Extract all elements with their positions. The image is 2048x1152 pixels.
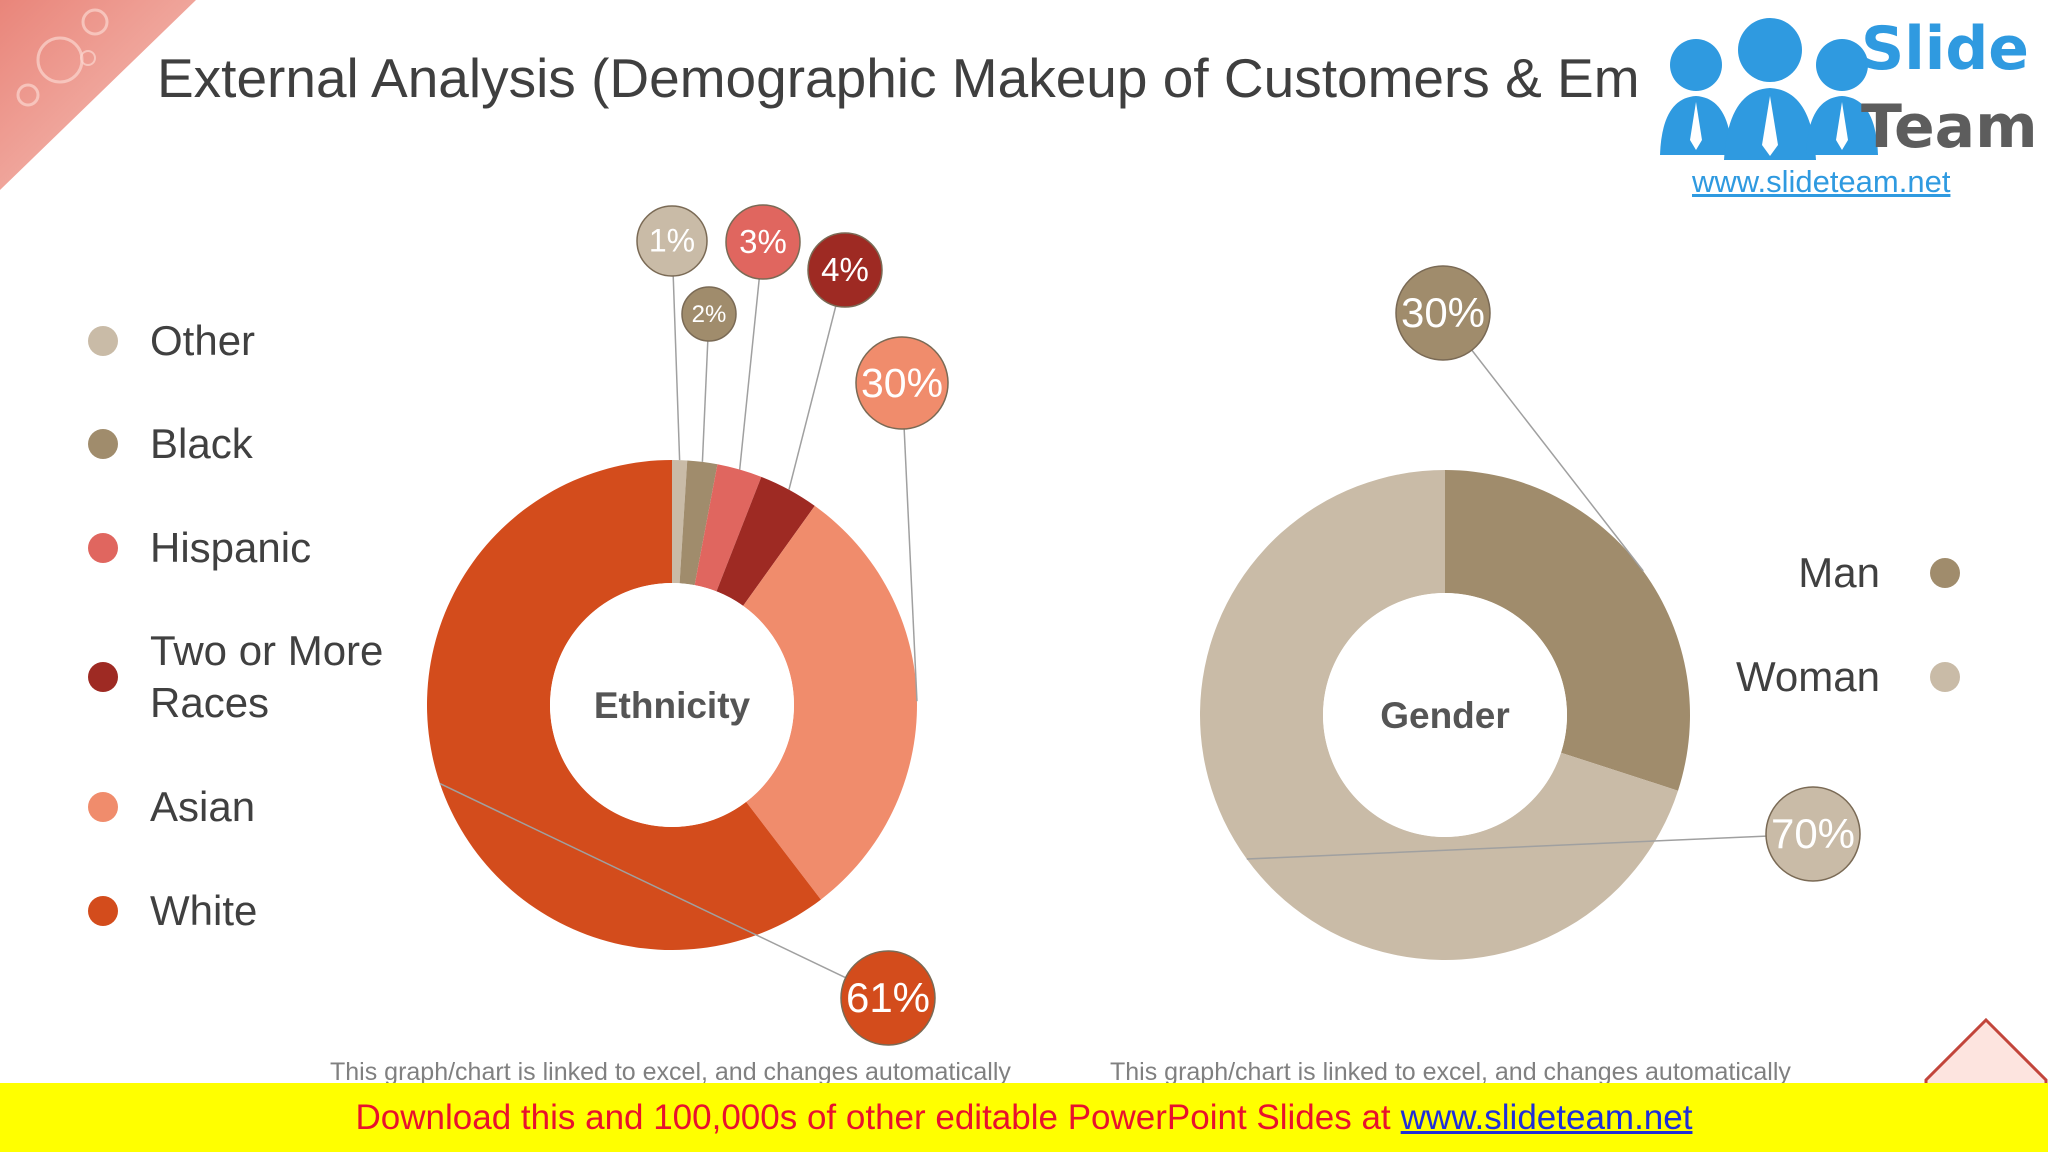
leader-line — [1246, 835, 1767, 860]
donut-slice-asian — [743, 505, 917, 900]
page-title: External Analysis (Demographic Makeup of… — [157, 47, 1848, 109]
leader-line — [701, 340, 709, 462]
corner-decoration — [0, 0, 196, 190]
data-label: 4% — [821, 251, 869, 288]
data-label: 30% — [861, 360, 943, 406]
data-label: 2% — [692, 301, 727, 328]
legend-item-white: White — [88, 885, 450, 937]
donut-slice-man — [1445, 470, 1690, 791]
leader-line — [1471, 349, 1644, 572]
legend-dot-other — [88, 326, 118, 356]
legend-dot-woman — [1930, 662, 1960, 692]
legend-item-two-or-more-races: Two or More Races — [88, 625, 450, 729]
logo-word-team: Team — [1861, 92, 2038, 162]
donut-center-title: Gender — [1380, 695, 1510, 736]
donut-center-title: Ethnicity — [594, 685, 751, 726]
data-label: 30% — [1401, 289, 1485, 336]
donut-slice-other — [672, 460, 688, 584]
legend-label: Man — [1798, 549, 1880, 596]
legend-item-asian: Asian — [88, 781, 450, 833]
footer-link[interactable]: www.slideteam.net — [1400, 1097, 1693, 1137]
callout-bubble-hispanic — [725, 204, 801, 280]
donut-slice-black — [679, 460, 718, 586]
slideteam-logo: Slide Team www.slideteam.net — [1638, 0, 2038, 199]
ethnicity-chart-note: This graph/chart is linked to excel, and… — [330, 1058, 1011, 1084]
callout-bubble-white — [840, 950, 936, 1046]
legend-dot-white — [88, 896, 118, 926]
logo-word-slide: Slide — [1861, 14, 2029, 84]
legend-item-black: Black — [88, 418, 450, 470]
legend-label: Black — [150, 420, 253, 467]
donut-hole — [1323, 593, 1567, 837]
legend-item-man: Man — [1798, 547, 1960, 599]
donut-hole — [550, 583, 794, 827]
donut-slice-woman — [1199, 470, 1679, 960]
logo-url-link[interactable]: www.slideteam.net — [1692, 164, 1951, 199]
callout-bubble-black — [681, 286, 737, 342]
legend-label: Other — [150, 317, 256, 364]
legend-dot-man — [1930, 558, 1960, 588]
donut-slice-two-or-more-races — [716, 476, 815, 606]
callout-bubble-asian — [855, 336, 949, 430]
legend-dot-two-or-more-races — [88, 662, 118, 692]
legend-label: Two or More Races — [150, 627, 384, 726]
legend-item-other: Other — [88, 315, 450, 367]
data-label: 3% — [739, 223, 787, 260]
people-icon — [1660, 18, 1878, 160]
legend-label: Asian — [150, 783, 256, 830]
footer-text: Download this and 100,000s of other edit… — [356, 1098, 1693, 1138]
legend-label: Hispanic — [150, 524, 312, 571]
legend-item-hispanic: Hispanic — [88, 522, 450, 574]
donut-slice-hispanic — [694, 464, 762, 592]
data-label: 70% — [1771, 810, 1855, 857]
donut-slice-white — [426, 460, 821, 951]
leader-line — [439, 782, 846, 979]
callout-bubble-man — [1395, 265, 1491, 361]
callout-bubble-two-or-more-races — [807, 232, 883, 308]
leader-line — [738, 278, 760, 470]
page-number-marker — [1924, 1018, 2048, 1088]
footer-message: Download this and 100,000s of other edit… — [355, 1097, 1391, 1137]
legend-label: Woman — [1736, 653, 1880, 700]
legend-dot-hispanic — [88, 533, 118, 563]
legend-dot-asian — [88, 792, 118, 822]
leader-line — [672, 275, 681, 461]
callout-bubble-other — [636, 205, 708, 277]
leader-line — [903, 428, 918, 702]
legend-dot-black — [88, 429, 118, 459]
data-label: 1% — [649, 223, 695, 259]
gender-chart-note: This graph/chart is linked to excel, and… — [1110, 1058, 1791, 1084]
callout-bubble-woman — [1765, 786, 1861, 882]
leader-line — [788, 305, 837, 490]
data-label: 61% — [846, 974, 930, 1021]
legend-item-woman: Woman — [1736, 651, 1960, 703]
legend-label: White — [150, 887, 258, 934]
footer-banner: Download this and 100,000s of other edit… — [0, 1083, 2048, 1152]
